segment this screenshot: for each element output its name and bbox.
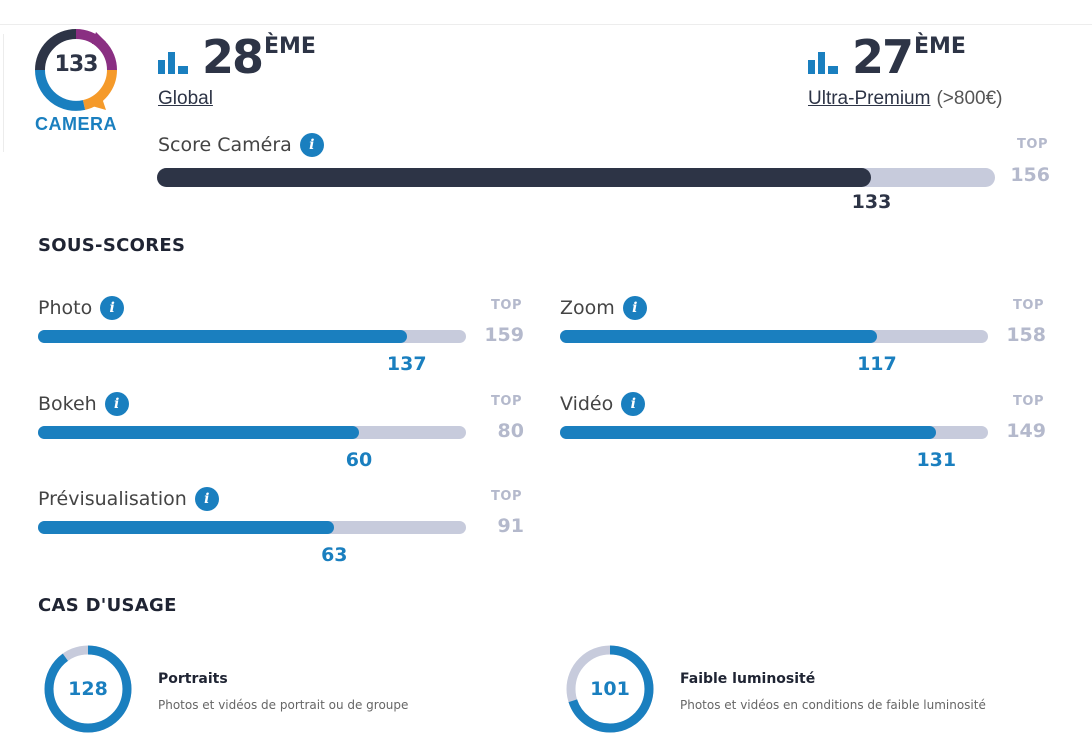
subscore-zoom-value: 117: [857, 353, 897, 375]
subscore-top-label: TOP: [1013, 298, 1044, 313]
subscore-photo-fill: [38, 330, 407, 343]
global-rank-link[interactable]: Global: [158, 88, 213, 109]
usage-ring-chart: [566, 645, 654, 733]
subscore-video-value: 131: [916, 449, 957, 471]
info-icon[interactable]: i: [194, 487, 219, 511]
subscore-top-value: 159: [484, 324, 524, 346]
usage-score: 101: [590, 678, 630, 700]
global-rank-number: 28: [202, 30, 264, 84]
badge-score: 133: [54, 52, 99, 77]
subscore-top-value: 80: [497, 420, 524, 442]
badge-label: CAMERA: [35, 114, 117, 134]
subscore-video-bar: [560, 426, 988, 439]
segment-rank-link[interactable]: Ultra-Premium: [808, 88, 931, 109]
usage-score: 128: [68, 678, 108, 700]
usage-title: CAS D'USAGE: [38, 595, 177, 616]
subscore-top-value: 158: [1006, 324, 1046, 346]
segment-price-range: (>800€): [936, 88, 1003, 109]
subscore-top-value: 91: [497, 515, 524, 537]
bar-chart-icon: [158, 52, 188, 74]
global-rank: 28 ÈME: [158, 34, 316, 80]
top-divider: [0, 24, 1092, 25]
subscore-bokeh-fill: [38, 426, 359, 439]
subscore-zoom-label-row: Zoom i: [560, 296, 647, 320]
subscore-photo-label-row: Photo i: [38, 296, 125, 320]
segment-rank-number: 27: [852, 30, 914, 84]
usage-item-description: Photos et vidéos en conditions de faible…: [680, 698, 986, 712]
subscore-top-label: TOP: [1013, 394, 1044, 409]
subscore-bokeh-label-row: Bokeh i: [38, 392, 129, 416]
usage-ring: 101: [564, 643, 656, 735]
info-icon[interactable]: i: [104, 392, 129, 416]
info-icon[interactable]: i: [299, 133, 324, 157]
usage-item-description: Photos et vidéos de portrait ou de group…: [158, 698, 409, 712]
subscore-previsualisation-fill: [38, 521, 335, 534]
subscore-label: Zoom: [560, 297, 615, 319]
usage-ring: 128: [42, 643, 134, 735]
subscore-top-value: 149: [1006, 420, 1046, 442]
usage-ring-fill: [566, 645, 654, 733]
usage-ring-chart: [44, 645, 132, 733]
subscore-previsualisation-label-row: Prévisualisation i: [38, 487, 219, 511]
subscore-label: Prévisualisation: [38, 488, 187, 510]
main-score-label: Score Caméra: [158, 134, 292, 156]
segment-rank: 27 ÈME: [808, 34, 966, 80]
left-panel-edge: [0, 34, 4, 152]
subscore-top-label: TOP: [491, 394, 522, 409]
segment-rank-row: Ultra-Premium (>800€): [808, 88, 1002, 110]
main-score-bar: [157, 168, 995, 187]
main-top-label: TOP: [1017, 137, 1048, 152]
bar-chart-icon: [808, 52, 838, 74]
subscore-bokeh-value: 60: [345, 449, 373, 471]
subscore-zoom-bar: [560, 330, 988, 343]
subscore-label: Photo: [38, 297, 93, 319]
subscore-label: Vidéo: [560, 393, 614, 415]
subscore-label: Bokeh: [38, 393, 97, 415]
info-icon[interactable]: i: [621, 392, 646, 416]
usage-ring-fill: [44, 645, 132, 733]
segment-rank-suffix: ÈME: [914, 34, 966, 59]
subscore-photo-bar: [38, 330, 466, 343]
global-rank-suffix: ÈME: [264, 34, 316, 59]
usage-item-title: Faible luminosité: [680, 671, 816, 687]
subscore-photo-value: 137: [386, 353, 427, 375]
main-score-label-row: Score Caméra i: [158, 133, 324, 157]
subscore-bokeh-bar: [38, 426, 466, 439]
subscore-top-label: TOP: [491, 489, 522, 504]
usage-item-title: Portraits: [158, 671, 228, 687]
info-icon[interactable]: i: [622, 296, 647, 320]
main-top-value: 156: [1010, 164, 1050, 186]
camera-score-badge: 133 CAMERA: [26, 26, 126, 141]
main-score-fill: [157, 168, 872, 187]
badge-ring-icon: [35, 29, 117, 111]
info-icon[interactable]: i: [100, 296, 125, 320]
subscore-previsualisation-bar: [38, 521, 466, 534]
main-score-value: 133: [851, 191, 892, 213]
subscore-video-fill: [560, 426, 937, 439]
subscore-previsualisation-value: 63: [321, 544, 348, 566]
subscore-top-label: TOP: [491, 298, 522, 313]
subscore-zoom-fill: [560, 330, 877, 343]
subscore-video-label-row: Vidéo i: [560, 392, 646, 416]
subscores-title: SOUS-SCORES: [38, 235, 186, 256]
